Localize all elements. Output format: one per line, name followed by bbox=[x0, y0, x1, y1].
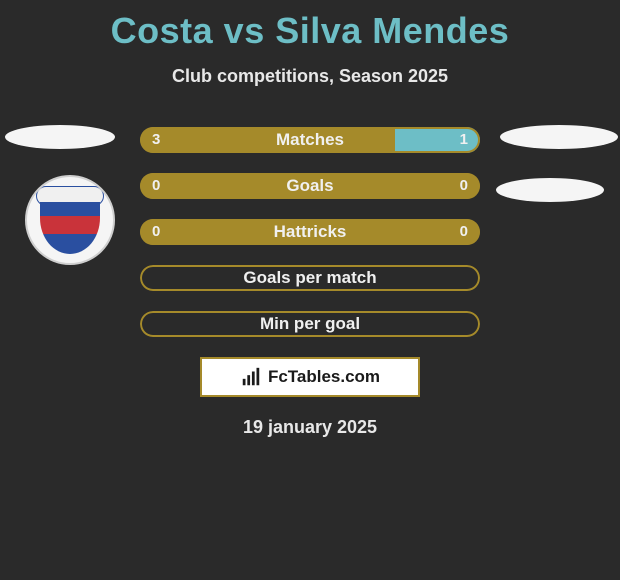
stat-label: Goals per match bbox=[140, 265, 480, 291]
stat-label: Min per goal bbox=[140, 311, 480, 337]
logo-text: FcTables.com bbox=[268, 367, 380, 387]
stat-value-left: 0 bbox=[152, 219, 160, 245]
stat-row: Min per goal bbox=[140, 311, 480, 337]
stat-rows: Matches31Goals00Hattricks00Goals per mat… bbox=[140, 127, 480, 337]
stat-value-right: 1 bbox=[460, 127, 468, 153]
club-crest-icon bbox=[40, 186, 100, 254]
stat-row: Goals0 0 bbox=[140, 173, 480, 199]
stat-row: Hattricks0 0 bbox=[140, 219, 480, 245]
stat-value-right: 0 bbox=[460, 173, 468, 199]
subtitle: Club competitions, Season 2025 bbox=[0, 66, 620, 87]
stat-label: Matches bbox=[140, 127, 480, 153]
stat-label: Goals bbox=[140, 173, 480, 199]
fctables-logo: FcTables.com bbox=[200, 357, 420, 397]
stat-row: Matches3 1 bbox=[140, 127, 480, 153]
player-right-top-oval bbox=[500, 125, 618, 149]
stat-value-right: 0 bbox=[460, 219, 468, 245]
stat-label: Hattricks bbox=[140, 219, 480, 245]
stat-value-left: 3 bbox=[152, 127, 160, 153]
stat-value-left: 0 bbox=[152, 173, 160, 199]
player-right-bot-oval bbox=[496, 178, 604, 202]
page-title: Costa vs Silva Mendes bbox=[0, 0, 620, 52]
bar-chart-icon bbox=[240, 366, 262, 388]
stat-row: Goals per match bbox=[140, 265, 480, 291]
player-left-top-oval bbox=[5, 125, 115, 149]
date-text: 19 january 2025 bbox=[0, 417, 620, 438]
club-badge-left bbox=[25, 175, 115, 265]
